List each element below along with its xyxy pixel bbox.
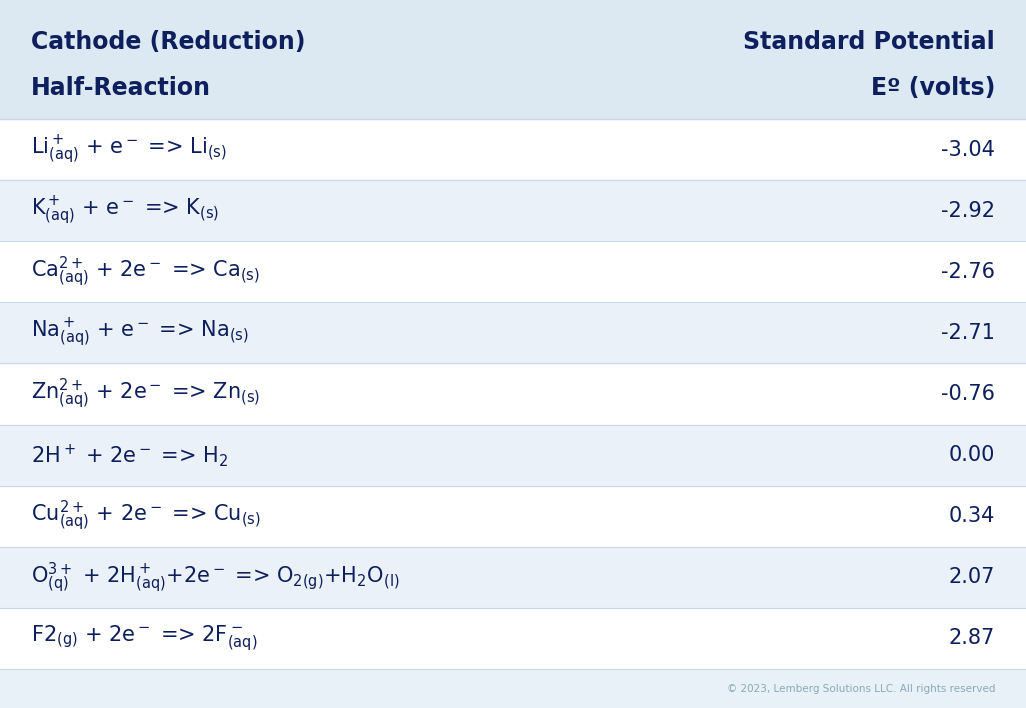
Text: Half-Reaction: Half-Reaction — [31, 76, 210, 100]
Bar — [0, 241, 1026, 302]
Text: Cathode (Reduction): Cathode (Reduction) — [31, 30, 306, 54]
Bar — [0, 0, 1026, 119]
Text: -2.92: -2.92 — [941, 200, 995, 221]
Text: 2.07: 2.07 — [949, 567, 995, 588]
Bar — [0, 425, 1026, 486]
Bar — [0, 608, 1026, 669]
Text: -3.04: -3.04 — [941, 139, 995, 159]
Text: -0.76: -0.76 — [941, 384, 995, 404]
Bar — [0, 119, 1026, 180]
Text: 2.87: 2.87 — [949, 629, 995, 649]
Text: 0.00: 0.00 — [949, 445, 995, 465]
Bar — [0, 486, 1026, 547]
Bar — [0, 302, 1026, 363]
Text: 2H$\mathregular{^+}$ + 2e$\mathregular{^-}$ => H$\mathregular{_2}$: 2H$\mathregular{^+}$ + 2e$\mathregular{^… — [31, 442, 228, 469]
Text: 0.34: 0.34 — [949, 506, 995, 526]
Text: Standard Potential: Standard Potential — [744, 30, 995, 54]
Text: Zn$\mathregular{^{2+}_{(aq)}}$ + 2e$\mathregular{^-}$ => Zn$\mathregular{_{(s)}}: Zn$\mathregular{^{2+}_{(aq)}}$ + 2e$\mat… — [31, 377, 260, 411]
Bar — [0, 180, 1026, 241]
Bar — [0, 363, 1026, 425]
Text: Eº (volts): Eº (volts) — [871, 76, 995, 100]
Text: K$\mathregular{^+_{(aq)}}$ + e$\mathregular{^-}$ => K$\mathregular{_{(s)}}$: K$\mathregular{^+_{(aq)}}$ + e$\mathregu… — [31, 195, 220, 227]
Bar — [0, 547, 1026, 608]
Text: -2.76: -2.76 — [941, 262, 995, 282]
Text: O$\mathregular{^{3+}_{(q)}}$ + 2H$\mathregular{^+_{(aq)}}$+2e$\mathregular{^-}$ : O$\mathregular{^{3+}_{(q)}}$ + 2H$\mathr… — [31, 560, 399, 595]
Text: -2.71: -2.71 — [941, 323, 995, 343]
Text: Li$\mathregular{^+_{(aq)}}$ + e$\mathregular{^-}$ => Li$\mathregular{_{(s)}}$: Li$\mathregular{^+_{(aq)}}$ + e$\mathreg… — [31, 133, 227, 166]
Text: © 2023, Lemberg Solutions LLC. All rights reserved: © 2023, Lemberg Solutions LLC. All right… — [726, 683, 995, 694]
Text: Na$\mathregular{^+_{(aq)}}$ + e$\mathregular{^-}$ => Na$\mathregular{_{(s)}}$: Na$\mathregular{^+_{(aq)}}$ + e$\mathreg… — [31, 316, 248, 349]
Bar — [0, 669, 1026, 708]
Text: F2$\mathregular{_{(g)}}$ + 2e$\mathregular{^-}$ => 2F$\mathregular{^-_{(aq)}}$: F2$\mathregular{_{(g)}}$ + 2e$\mathregul… — [31, 624, 258, 653]
Text: Ca$\mathregular{^{2+}_{(aq)}}$ + 2e$\mathregular{^-}$ => Ca$\mathregular{_{(s)}}: Ca$\mathregular{^{2+}_{(aq)}}$ + 2e$\mat… — [31, 255, 260, 289]
Text: Cu$\mathregular{^{2+}_{(aq)}}$ + 2e$\mathregular{^-}$ => Cu$\mathregular{_{(s)}}: Cu$\mathregular{^{2+}_{(aq)}}$ + 2e$\mat… — [31, 499, 261, 533]
